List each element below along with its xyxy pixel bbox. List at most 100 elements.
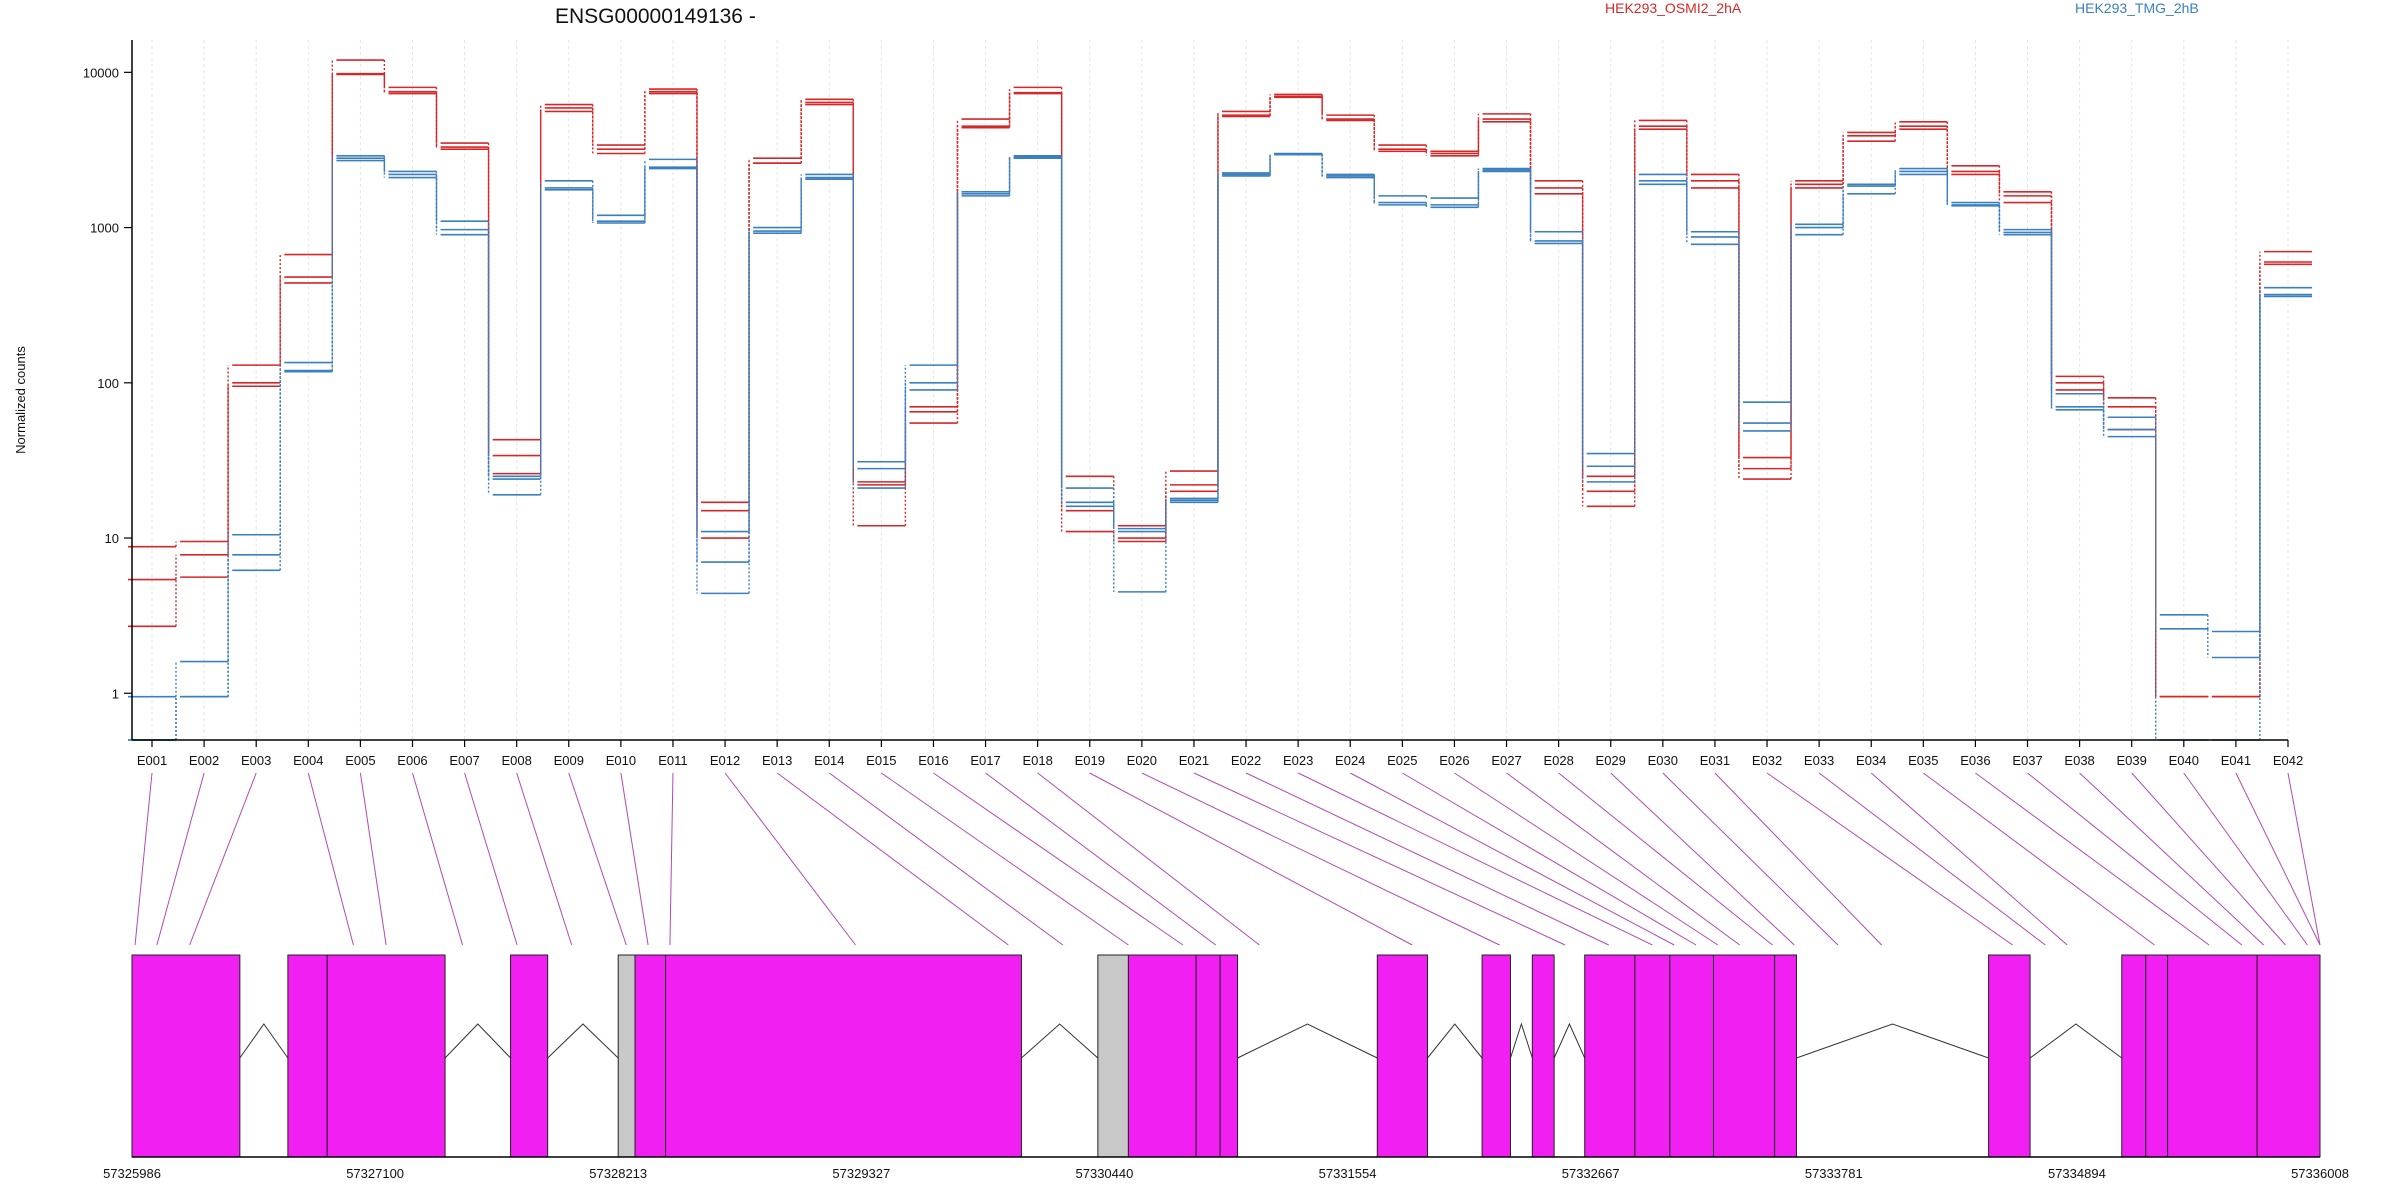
exon-map-line (1923, 772, 2155, 946)
exon-mapping-layer (134, 772, 2321, 946)
x-tick-label: E018 (1022, 753, 1052, 768)
x-tick-label: E010 (606, 753, 636, 768)
exon-block (2167, 954, 2258, 1158)
exon-map-line (134, 772, 153, 946)
y-tick-label: 10000 (83, 65, 119, 80)
x-tick-label: E009 (554, 753, 584, 768)
genomic-tick-label: 57334894 (2048, 1166, 2106, 1181)
genomic-tick-label: 57330440 (1076, 1166, 1134, 1181)
x-tick-label: E035 (1908, 753, 1938, 768)
intron-connector (1427, 1023, 1483, 1059)
x-tick-label: E023 (1283, 753, 1313, 768)
series-1 (128, 72, 2312, 698)
exon-block (1219, 954, 1239, 1158)
y-tick-label: 1000 (90, 221, 119, 236)
x-tick-label: E008 (501, 753, 531, 768)
x-tick-label: E037 (2012, 753, 2042, 768)
exon-map-line (516, 772, 573, 946)
x-tick-label: E007 (449, 753, 479, 768)
exon-map-line (933, 772, 1184, 946)
exon-map-line (620, 772, 649, 946)
exon-map-line (1506, 772, 1741, 946)
genomic-tick-label: 57327100 (346, 1166, 404, 1181)
x-tick-label: E025 (1387, 753, 1417, 768)
exon-map-line (2287, 772, 2321, 946)
x-tick-label: E005 (345, 753, 375, 768)
exon-map-line (2183, 772, 2308, 946)
gene-model-layer: 57325986 57327100 57328213 57329327 57330440… (103, 954, 2349, 1181)
intron-connector (444, 1023, 511, 1059)
x-tick-label: E038 (2064, 753, 2094, 768)
exon-map-line (2131, 772, 2286, 946)
exon-block (1669, 954, 1715, 1158)
series-4 (128, 153, 2312, 698)
exon-map-line (828, 772, 1064, 946)
exon-map-line (776, 772, 1009, 946)
series-3 (128, 152, 2312, 741)
x-tick-label: E021 (1179, 753, 1209, 768)
x-tick-label: E013 (762, 753, 792, 768)
exon-map-line (1402, 772, 1697, 946)
exon-block (1531, 954, 1555, 1158)
axis-layer: 1 10 100 1000 10000 E001 E002 E003 E004 E005 E006 E… (83, 40, 2303, 768)
exon-block (1584, 954, 1636, 1158)
intron-connector (1021, 1023, 1099, 1059)
genomic-tick-label: 57329327 (832, 1166, 890, 1181)
x-tick-label: E036 (1960, 753, 1990, 768)
genomic-tick-label: 57328213 (589, 1166, 647, 1181)
exon-block (1097, 954, 1129, 1158)
intron-connector (239, 1023, 289, 1059)
exon-block (510, 954, 549, 1158)
x-tick-label: E011 (658, 753, 687, 768)
exon-map-line (1818, 772, 2046, 946)
legend-entry-osmi2: HEK293_OSMI2_2hA (1605, 0, 1742, 16)
x-tick-label: E019 (1075, 753, 1105, 768)
intron-connector (1553, 1022, 1586, 1059)
x-tick-label: E006 (397, 753, 427, 768)
x-tick-label: E029 (1596, 753, 1626, 768)
exon-block (1195, 954, 1221, 1158)
x-tick-label: E026 (1439, 753, 1469, 768)
x-tick-label: E003 (241, 753, 271, 768)
exon-map-line (568, 772, 627, 946)
exon-block (326, 954, 446, 1158)
x-tick-label: E022 (1231, 753, 1261, 768)
genomic-tick-label: 57333781 (1805, 1166, 1863, 1181)
exon-map-line (1766, 772, 2013, 946)
exon-map-line (1558, 772, 1773, 946)
exon-map-line (1870, 772, 2068, 946)
exon-map-line (1454, 772, 1719, 946)
exon-map-line (669, 772, 674, 946)
x-tick-label: E030 (1648, 753, 1678, 768)
exon-map-line (156, 772, 205, 946)
x-tick-label: E002 (189, 753, 219, 768)
x-tick-label: E024 (1335, 753, 1365, 768)
genomic-tick-label: 57331554 (1319, 1166, 1377, 1181)
grid-layer (151, 40, 2289, 740)
x-tick-label: E042 (2273, 753, 2303, 768)
exon-block (2256, 954, 2321, 1158)
exon-map-line (189, 772, 257, 946)
series-5 (128, 153, 2312, 741)
x-tick-label: E020 (1127, 753, 1157, 768)
y-tick-label: 1 (112, 686, 119, 701)
genomic-tick-label: 57336008 (2291, 1166, 2349, 1181)
y-tick-label: 100 (97, 376, 119, 391)
series-layer (128, 59, 2312, 741)
exon-map-line (2079, 772, 2265, 946)
x-tick-label: E014 (814, 753, 844, 768)
exon-map-line (724, 772, 856, 946)
exon-map-line (412, 772, 464, 946)
x-tick-label: E028 (1543, 753, 1573, 768)
exon-map-line (1245, 772, 1609, 946)
exon-map-line (1193, 772, 1566, 946)
x-tick-label: E001 (137, 753, 167, 768)
intron-connector (547, 1023, 619, 1059)
exon-map-line (464, 772, 518, 946)
exon-block (131, 954, 241, 1158)
intron-connector (1237, 1023, 1378, 1059)
exon-map-line (881, 772, 1129, 946)
legend-entry-tmg: HEK293_TMG_2hB (2075, 0, 2199, 16)
exon-block (1988, 954, 2031, 1158)
